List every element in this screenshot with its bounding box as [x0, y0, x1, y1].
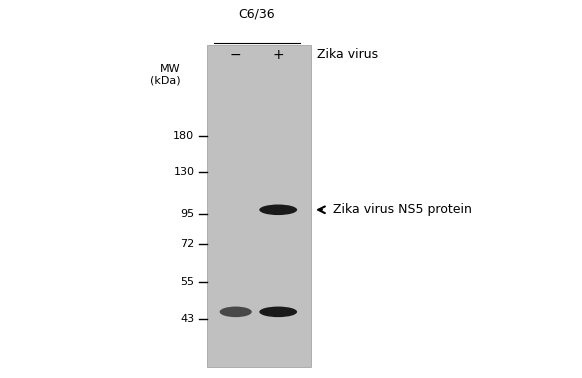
Ellipse shape — [259, 204, 297, 215]
Bar — [207, 45, 311, 367]
Text: Zika virus NS5 protein: Zika virus NS5 protein — [333, 203, 473, 216]
Ellipse shape — [259, 307, 297, 317]
Text: −: − — [230, 48, 242, 62]
Text: MW
(kDa): MW (kDa) — [150, 64, 180, 86]
Text: 55: 55 — [180, 277, 194, 287]
Text: C6/36: C6/36 — [238, 8, 274, 21]
Text: +: + — [272, 48, 284, 62]
Text: 180: 180 — [173, 131, 194, 141]
Text: 95: 95 — [180, 209, 194, 218]
Text: 130: 130 — [173, 167, 194, 177]
Text: 72: 72 — [180, 239, 194, 249]
Text: 43: 43 — [180, 314, 194, 324]
Ellipse shape — [219, 307, 252, 317]
Text: Zika virus: Zika virus — [317, 48, 378, 61]
